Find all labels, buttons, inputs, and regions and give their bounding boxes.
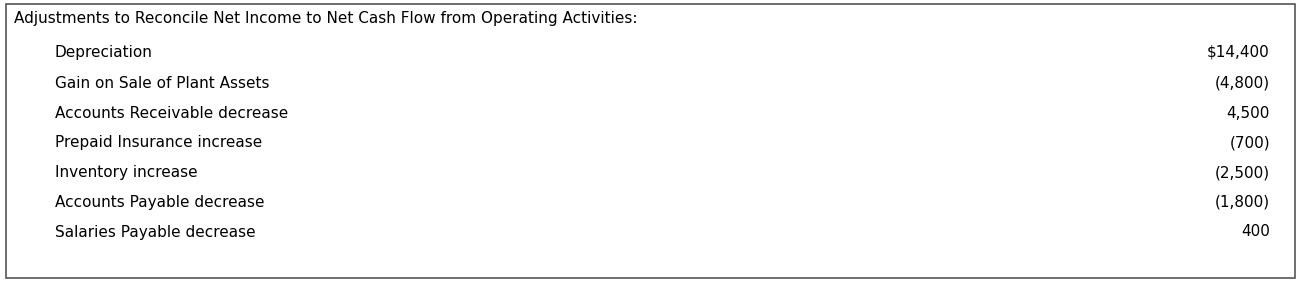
Text: (4,800): (4,800) xyxy=(1215,76,1270,91)
Text: Depreciation: Depreciation xyxy=(55,45,154,60)
Text: Accounts Receivable decrease: Accounts Receivable decrease xyxy=(55,105,289,120)
Text: Gain on Sale of Plant Assets: Gain on Sale of Plant Assets xyxy=(55,76,269,91)
Text: (1,800): (1,800) xyxy=(1215,195,1270,210)
Text: (2,500): (2,500) xyxy=(1215,166,1270,180)
Text: $14,400: $14,400 xyxy=(1207,45,1270,60)
Text: Adjustments to Reconcile Net Income to Net Cash Flow from Operating Activities:: Adjustments to Reconcile Net Income to N… xyxy=(14,10,637,25)
Text: 400: 400 xyxy=(1241,224,1270,239)
Bar xyxy=(8,68,1293,98)
Text: Salaries Payable decrease: Salaries Payable decrease xyxy=(55,224,255,239)
Text: Prepaid Insurance increase: Prepaid Insurance increase xyxy=(55,135,263,151)
Text: 4,500: 4,500 xyxy=(1227,105,1270,120)
Text: Accounts Payable decrease: Accounts Payable decrease xyxy=(55,195,264,210)
Text: (700): (700) xyxy=(1229,135,1270,151)
Text: Inventory increase: Inventory increase xyxy=(55,166,198,180)
